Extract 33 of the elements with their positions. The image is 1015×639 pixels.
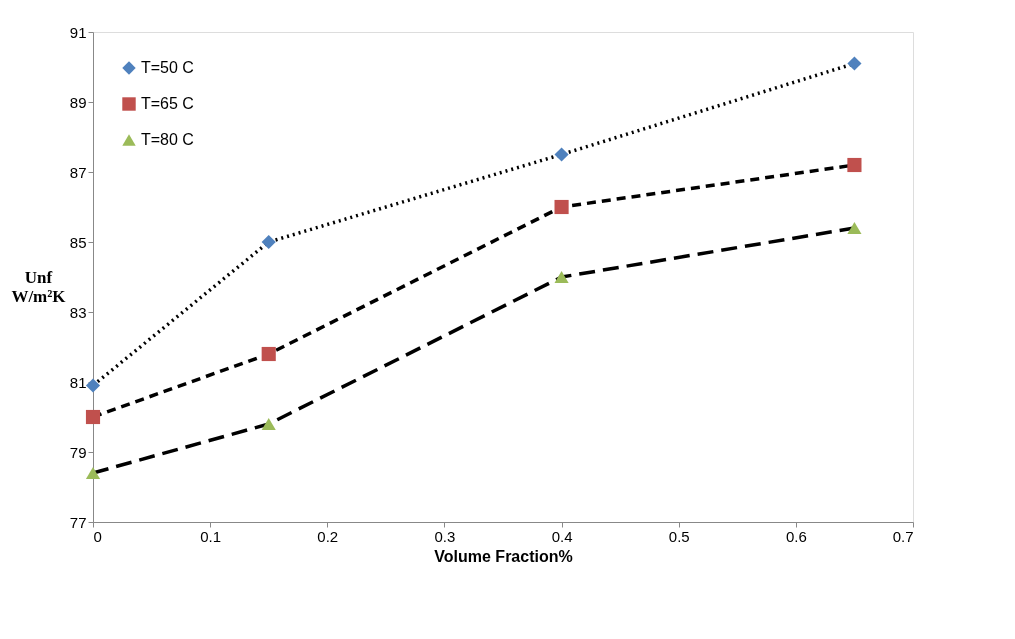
y-tick-label: 89: [69, 93, 87, 111]
y-tick-label: 81: [69, 373, 87, 391]
point: [85, 466, 101, 480]
legend-label: T=65 C: [141, 95, 194, 112]
y-tick-label: 87: [69, 163, 87, 181]
point: [261, 417, 276, 431]
x-tick-label: 0.5: [668, 527, 690, 545]
x-tick-label: 0.6: [785, 527, 807, 545]
y-tick-label: 77: [69, 513, 87, 531]
x-tick-label: 0.7: [892, 527, 914, 545]
x-tick-label: 0.2: [317, 527, 339, 545]
y-tick-label: 85: [69, 233, 87, 251]
point: [85, 378, 101, 393]
legend-label: T=50 C: [141, 59, 194, 76]
y-tick-label: 79: [69, 443, 87, 461]
point: [85, 409, 101, 425]
x-tick-label: 0.4: [551, 527, 573, 545]
legend-label: T=80 C: [141, 131, 194, 148]
y-axis-title: Unf W/m²K: [11, 267, 67, 306]
x-tick-label: 0.3: [434, 527, 456, 545]
point: [261, 346, 276, 362]
point: [554, 147, 569, 162]
point: [847, 221, 862, 235]
x-tick-label: 0: [93, 527, 102, 545]
x-axis-title: Volume Fraction%: [434, 547, 573, 565]
y-tick-label: 83: [69, 303, 87, 321]
point: [261, 234, 276, 250]
point: [554, 270, 569, 284]
point: [847, 157, 862, 173]
x-tick-label: 0.1: [200, 527, 222, 545]
point: [554, 199, 569, 215]
y-tick-label: 91: [69, 23, 87, 41]
point: [847, 56, 862, 71]
